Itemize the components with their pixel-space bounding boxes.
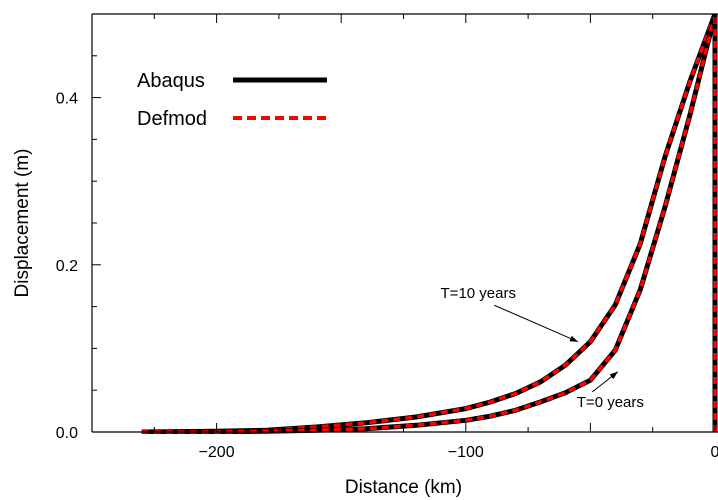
x-tick-label: −100 (448, 444, 484, 461)
x-tick-label: 0 (711, 444, 718, 461)
annotation-arrowhead-1 (609, 371, 618, 380)
x-tick-label: −200 (199, 444, 235, 461)
annotation-layer: T=10 years T=0 years (441, 285, 644, 411)
series-layer (141, 14, 718, 434)
legend: Abaqus Defmod (137, 70, 327, 130)
annotation-arrowhead-0 (569, 335, 578, 342)
x-axis-label: Distance (km) (345, 477, 462, 498)
series-1-defmod-line (141, 14, 717, 434)
legend-label-abaqus: Abaqus (137, 70, 205, 92)
plot-area (92, 14, 718, 432)
y-tick-label: 0.2 (56, 258, 78, 275)
annotation-arrow-0 (494, 304, 579, 343)
axes-layer: −200 −100 0 0.0 0.2 0.4 Distance (km) Displacem… (12, 13, 718, 498)
y-tick-label: 0.4 (56, 91, 78, 108)
y-tick-label: 0.0 (56, 425, 78, 442)
annotation-label-1: T=0 years (577, 394, 644, 411)
legend-label-defmod: Defmod (137, 108, 207, 130)
y-axis-label: Displacement (m) (12, 149, 33, 298)
annotation-label-0: T=10 years (441, 285, 516, 302)
